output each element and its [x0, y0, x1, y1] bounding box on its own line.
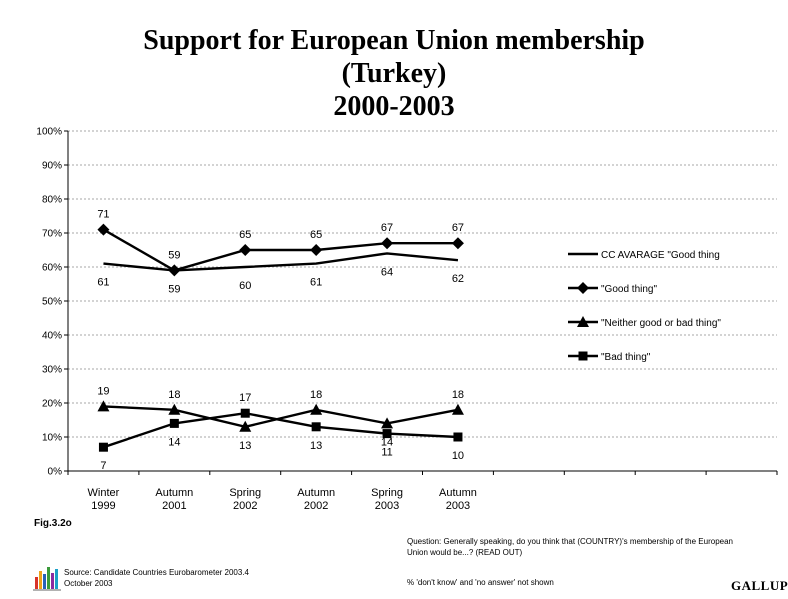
dont-know-note: % 'don't know' and 'no answer' not shown [407, 578, 554, 587]
data-label: 61 [97, 277, 109, 289]
data-point-marker [168, 403, 181, 415]
data-label: 67 [452, 222, 464, 234]
legend-label: "Neither good or bad thing" [601, 318, 721, 329]
data-label: 14 [381, 436, 393, 448]
data-label: 18 [452, 389, 464, 401]
chart-title-line-1: Support for European Union membership [143, 25, 645, 56]
question-line-2: Union would be...? (READ OUT) [407, 548, 523, 557]
legend-marker [577, 282, 589, 294]
data-label: 19 [97, 385, 109, 397]
legend-marker [578, 351, 588, 361]
x-tick-label: Winter 1999 [88, 487, 120, 512]
data-point-marker [97, 223, 110, 236]
data-label: 61 [310, 277, 322, 289]
data-label: 14 [168, 436, 180, 448]
series-line [103, 411, 459, 449]
series-line [102, 228, 458, 272]
data-label: 11 [381, 447, 392, 459]
data-label: 59 [168, 283, 180, 295]
data-label: 59 [168, 249, 180, 261]
data-label: 62 [452, 273, 464, 285]
figure-label: Fig.3.2o [34, 518, 72, 529]
data-label: 65 [239, 229, 251, 241]
source-line-1: Source: Candidate Countries Eurobaromete… [64, 568, 249, 577]
data-label: 18 [168, 389, 180, 401]
data-point-marker [381, 417, 394, 429]
y-tick-label: 0% [48, 467, 63, 478]
data-point-marker [239, 244, 252, 256]
x-tick-label: Spring 2002 [229, 487, 261, 512]
data-point-marker [239, 420, 252, 432]
data-point-marker [453, 432, 463, 442]
data-label: 7 [100, 460, 106, 472]
legend-label: "Good thing" [601, 284, 657, 295]
data-label: 71 [97, 209, 109, 221]
legend-marker [577, 316, 589, 327]
y-tick-label: 80% [42, 195, 62, 206]
data-label: 67 [381, 222, 393, 234]
series-line [103, 252, 459, 272]
question-line-1: Question: Generally speaking, do you thi… [407, 537, 733, 546]
data-label: 64 [381, 266, 393, 278]
x-tick-label: Autumn 2003 [439, 487, 477, 512]
data-label: 10 [452, 450, 464, 462]
data-point-marker [310, 244, 323, 256]
y-tick-label: 100% [36, 127, 62, 138]
data-label: 13 [310, 440, 322, 452]
x-tick-label: Autumn 2002 [297, 487, 335, 512]
data-point-marker [382, 429, 392, 439]
y-tick-label: 70% [42, 229, 62, 240]
data-point-marker [240, 408, 250, 418]
data-point-marker [311, 422, 321, 432]
legend-label: "Bad thing" [601, 352, 651, 363]
y-tick-label: 30% [42, 365, 62, 376]
data-label: 60 [239, 280, 251, 292]
data-point-marker [310, 403, 323, 415]
y-tick-label: 50% [42, 297, 62, 308]
gallup-logo-text: GALLUP [731, 578, 788, 593]
data-label: 65 [310, 229, 322, 241]
chart-title-line-3: 2000-2003 [333, 91, 455, 122]
x-tick-label: Spring 2003 [371, 487, 403, 512]
chart-title-line-2: (Turkey) [341, 58, 447, 89]
legend-label: CC AVARAGE "Good thing [601, 250, 720, 261]
data-point-marker [381, 237, 394, 250]
data-point-marker [169, 418, 179, 428]
source-line-2: October 2003 [64, 579, 113, 588]
x-tick-label: Autumn 2001 [155, 487, 193, 512]
data-point-marker [98, 442, 108, 452]
data-label: 18 [310, 389, 322, 401]
data-point-marker [451, 237, 464, 250]
data-label: 13 [239, 440, 251, 452]
y-tick-label: 60% [42, 263, 62, 274]
y-tick-label: 40% [42, 331, 62, 342]
data-point-marker [168, 264, 181, 277]
series-line [103, 405, 459, 429]
y-tick-label: 10% [42, 433, 62, 444]
data-point-marker [451, 403, 464, 415]
eurobarometer-logo [33, 565, 63, 596]
y-tick-label: 20% [42, 399, 62, 410]
y-tick-label: 90% [42, 161, 62, 172]
data-point-marker [97, 400, 110, 412]
data-label: 17 [239, 392, 251, 404]
